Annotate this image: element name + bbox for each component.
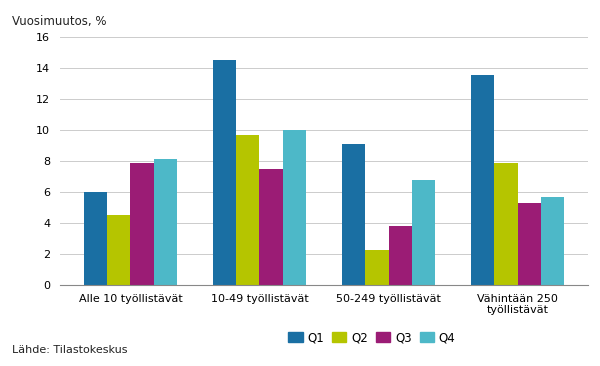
Bar <box>518 203 541 285</box>
Bar <box>365 250 389 285</box>
Bar <box>412 180 435 285</box>
Bar <box>471 75 494 285</box>
Bar <box>84 192 107 285</box>
Bar <box>494 163 518 285</box>
Text: Lähde: Tilastokeskus: Lähde: Tilastokeskus <box>12 345 128 355</box>
Bar <box>259 169 283 285</box>
Bar <box>130 163 154 285</box>
Bar <box>154 160 177 285</box>
Bar <box>213 60 236 285</box>
Bar <box>342 144 365 285</box>
Bar <box>389 226 412 285</box>
Bar <box>283 130 306 285</box>
Bar <box>107 216 130 285</box>
Text: Vuosimuutos, %: Vuosimuutos, % <box>12 15 107 28</box>
Bar <box>541 197 564 285</box>
Bar <box>236 135 259 285</box>
Legend: Q1, Q2, Q3, Q4: Q1, Q2, Q3, Q4 <box>284 327 460 349</box>
